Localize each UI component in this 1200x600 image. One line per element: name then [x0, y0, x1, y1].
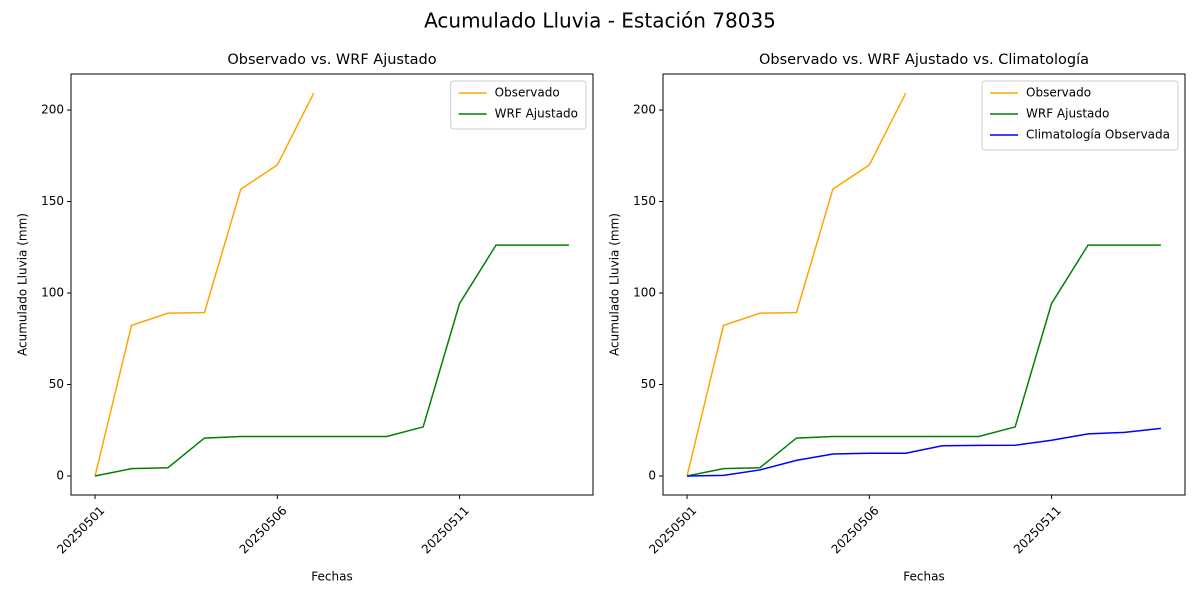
legend-label: Observado [1026, 86, 1091, 100]
y-tick-label: 50 [49, 377, 64, 391]
y-tick-label: 150 [41, 194, 64, 208]
data-line [94, 244, 569, 477]
y-tick-label: 200 [41, 103, 64, 117]
legend-label: Observado [495, 86, 560, 100]
x-tick-label: 20250501 [54, 503, 107, 556]
legend-label: WRF Ajustado [495, 107, 578, 121]
legend-label: Climatología Observada [1026, 128, 1170, 142]
legend: Observado WRF Ajustado [450, 80, 587, 130]
x-tick-label: 20250511 [1011, 503, 1064, 556]
figure-title: Acumulado Lluvia - Estación 78035 [424, 9, 776, 33]
legend-label: WRF Ajustado [1026, 107, 1109, 121]
subplot-title: Observado vs. WRF Ajustado [227, 52, 436, 68]
x-axis-label: Fechas [903, 570, 944, 584]
x-tick-label: 20250506 [829, 503, 882, 556]
y-tick-label: 200 [633, 103, 656, 117]
data-line [94, 92, 315, 477]
y-axis-label: Acumulado Lluvia (mm) [16, 213, 30, 356]
y-axis-label: Acumulado Lluvia (mm) [608, 213, 622, 356]
y-tick-label: 100 [633, 286, 656, 300]
plot-area [662, 73, 1186, 496]
data-line [686, 244, 1161, 477]
legend-box [981, 80, 1179, 151]
y-tick-label: 0 [56, 468, 64, 482]
x-tick-label: 20250501 [646, 503, 699, 556]
data-line [686, 92, 907, 477]
plot-area [70, 73, 594, 496]
x-axis-label: Fechas [311, 570, 352, 584]
x-tick-label: 20250506 [237, 503, 290, 556]
data-line [687, 427, 1162, 477]
subplot-title: Observado vs. WRF Ajustado vs. Climatolo… [759, 52, 1089, 68]
y-tick-label: 100 [41, 286, 64, 300]
y-tick-label: 50 [641, 377, 656, 391]
legend: Observado WRF Ajustado Climatología Observ… [981, 80, 1179, 151]
y-tick-label: 150 [633, 194, 656, 208]
x-tick-label: 20250511 [419, 503, 472, 556]
y-tick-label: 0 [648, 468, 656, 482]
